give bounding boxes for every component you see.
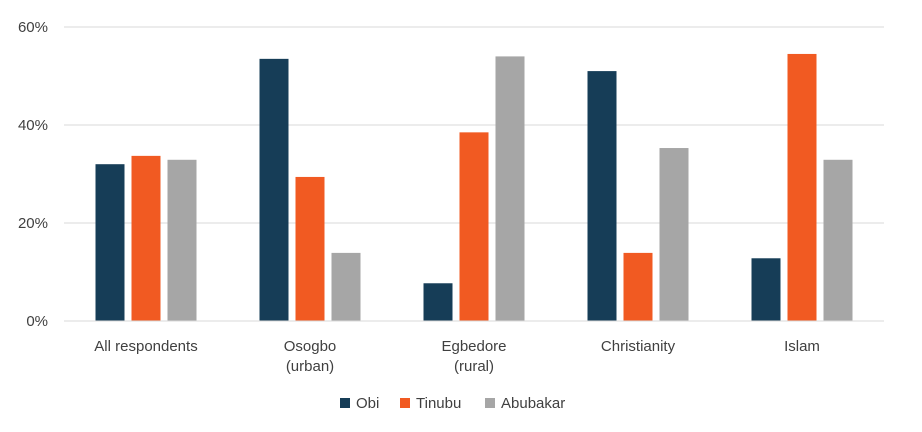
y-tick-label: 40% [18, 117, 48, 134]
x-category-label: All respondents [94, 338, 197, 355]
bar-tinubu-4 [787, 53, 817, 321]
x-category-label: Egbedore (rural) [441, 338, 506, 375]
legend: Obi Tinubu Abubakar [340, 395, 565, 412]
bar-obi-3 [587, 71, 617, 321]
bars [95, 53, 853, 322]
x-category-label: Osogbo (urban) [284, 338, 337, 375]
bar-tinubu-1 [295, 176, 325, 321]
y-tick-label: 0% [26, 313, 48, 330]
bar-tinubu-3 [623, 252, 653, 321]
legend-label-tinubu: Tinubu [416, 395, 461, 412]
x-category-label: Islam [784, 338, 820, 355]
legend-swatch-tinubu [400, 398, 410, 408]
bar-obi-2 [423, 283, 453, 321]
bar-abubakar-1 [331, 252, 361, 321]
legend-swatch-obi [340, 398, 350, 408]
bar-abubakar-4 [823, 159, 853, 321]
legend-label-obi: Obi [356, 395, 379, 412]
legend-swatch-abubakar [485, 398, 495, 408]
bar-abubakar-2 [495, 56, 525, 322]
bar-obi-0 [95, 164, 125, 321]
bar-tinubu-2 [459, 132, 489, 321]
bar-abubakar-0 [167, 159, 197, 321]
y-tick-label: 20% [18, 215, 48, 232]
bar-abubakar-3 [659, 148, 689, 321]
bar-obi-1 [259, 58, 289, 321]
bar-obi-4 [751, 258, 781, 321]
legend-label-abubakar: Abubakar [501, 395, 565, 412]
x-category-label: Christianity [601, 338, 676, 355]
bar-tinubu-0 [131, 155, 161, 321]
x-axis: All respondents Osogbo (urban) Egbedore (rur… [64, 320, 884, 375]
y-axis: 0% 20% 40% 60% [18, 19, 48, 330]
y-tick-label: 60% [18, 19, 48, 36]
